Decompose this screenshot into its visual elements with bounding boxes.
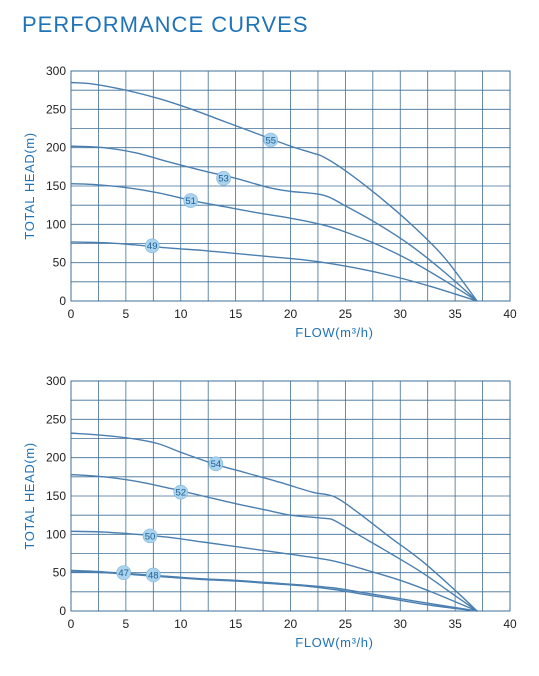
y-axis-label: TOTAL HEAD(m) [22,442,37,549]
x-tick-label: 20 [284,307,298,321]
x-tick-label: 5 [123,307,130,321]
x-tick-label: 40 [503,307,517,321]
x-axis-label: FLOW(m³/h) [295,325,373,340]
marker-label: 55 [265,135,276,146]
y-tick-label: 100 [46,527,66,541]
y-tick-label: 250 [46,102,66,116]
curve-52 [70,473,478,612]
x-tick-label: 0 [68,307,75,321]
y-tick-label: 50 [53,566,67,580]
page-title: PERFORMANCE CURVES [22,12,309,37]
x-tick-label: 0 [68,617,75,631]
y-axis-label: TOTAL HEAD(m) [22,132,37,239]
x-axis-label: FLOW(m³/h) [295,635,373,650]
plot-area [70,70,511,302]
y-tick-label: 150 [46,489,66,503]
marker-circle [216,171,231,186]
marker-label: 51 [185,196,196,207]
plot-frame [70,70,511,302]
marker-circle [146,567,161,583]
marker-circle [173,484,189,500]
curve-50 [70,530,478,612]
x-tick-label: 25 [339,617,353,631]
curve-55 [70,81,478,302]
marker-label: 53 [218,174,229,185]
marker-circle [183,193,198,208]
x-tick-label: 35 [448,617,462,631]
curve-marker-49: 49 [144,238,160,254]
x-tick-label: 5 [123,617,130,631]
y-tick-label: 200 [46,451,66,465]
x-tick-label: 15 [229,617,243,631]
x-tick-label: 10 [174,307,188,321]
curve-53 [70,145,478,302]
curve-marker-48: 48 [146,567,161,583]
x-tick-label: 30 [394,307,408,321]
curve-marker-50: 50 [142,528,158,544]
plot-frame [70,380,511,612]
performance-chart-top: 0 5 10 15 20 25 30 35 40 0 50 100 150 200 250 300 FLOW(m… [22,64,517,340]
marker-label: 47 [118,568,129,579]
y-tick-label: 300 [46,64,66,78]
curve-48 [70,569,478,612]
y-tick-label: 150 [46,179,66,193]
marker-circle [116,565,131,580]
curve-marker-54: 54 [208,456,224,472]
x-tick-label: 35 [448,307,462,321]
y-tick-label: 50 [53,256,67,270]
marker-label: 52 [175,488,186,499]
curve-51 [70,183,478,302]
marker-circle [144,238,160,254]
curve-49 [70,241,478,302]
x-tick-label: 10 [174,617,188,631]
curve-marker-47: 47 [116,565,131,580]
curve-54 [70,432,478,612]
curve-marker-52: 52 [173,484,189,500]
marker-circle [208,456,224,472]
x-tick-label: 40 [503,617,517,631]
marker-label: 50 [145,531,156,542]
marker-circle [263,132,279,148]
curve-marker-55: 55 [263,132,279,148]
performance-chart-bottom: 0 5 10 15 20 25 30 35 40 0 50 100 150 200 250 300 FLOW(m… [22,374,517,650]
y-tick-label: 200 [46,141,66,155]
x-tick-label: 20 [284,617,298,631]
curve-marker-51: 51 [183,193,198,208]
y-tick-label: 300 [46,374,66,388]
marker-label: 48 [148,570,159,581]
marker-circle [142,528,158,544]
curve-marker-53: 53 [216,171,231,186]
marker-label: 49 [147,241,158,252]
marker-label: 54 [211,459,222,470]
y-tick-label: 100 [46,217,66,231]
plot-area [70,380,511,612]
y-tick-label: 0 [59,294,66,308]
x-tick-label: 30 [394,617,408,631]
x-tick-label: 15 [229,307,243,321]
y-tick-label: 250 [46,412,66,426]
curve-47 [70,571,478,612]
x-tick-label: 25 [339,307,353,321]
y-tick-label: 0 [59,604,66,618]
